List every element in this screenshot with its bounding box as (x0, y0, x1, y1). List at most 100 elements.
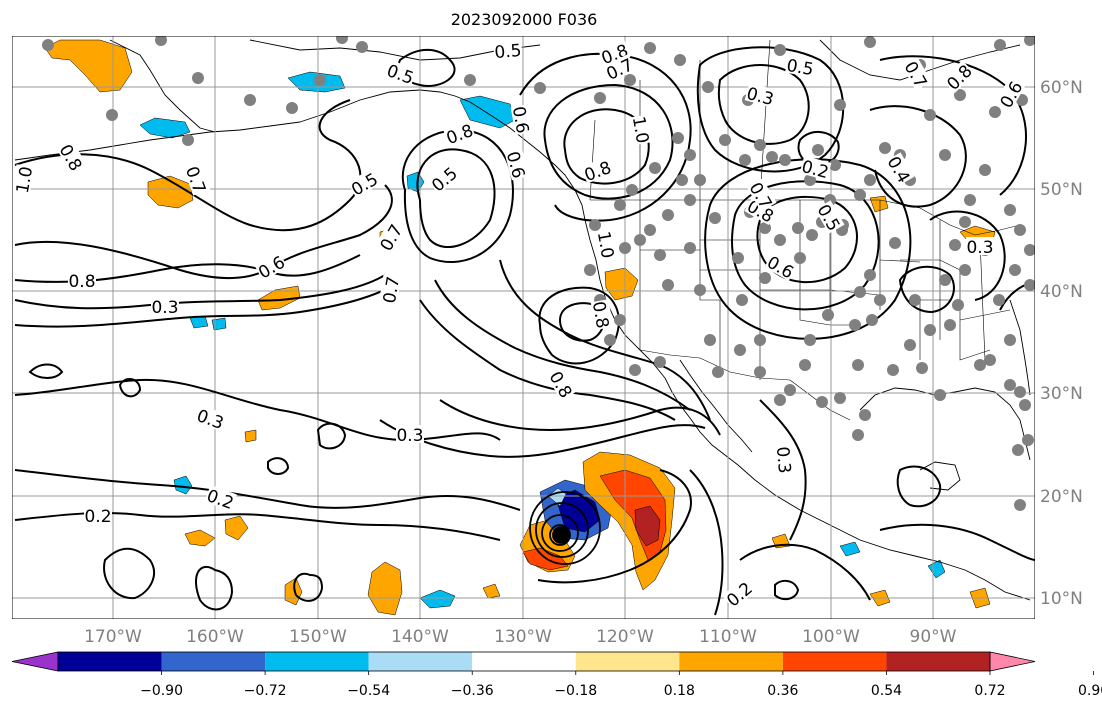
station-dot (649, 162, 661, 174)
colorbar-tick-label: 0.18 (664, 683, 695, 699)
longitude-label: 120°W (596, 627, 654, 647)
contour-label-bg (764, 251, 798, 282)
colorbar-segment (161, 652, 266, 671)
contour-label-bg (204, 484, 237, 512)
station-dot (804, 174, 816, 186)
station-dot (822, 309, 834, 321)
coast-gulf-mexico (859, 387, 1031, 461)
station-dot (594, 92, 606, 104)
colorbar-segment (782, 652, 887, 671)
contour-line (759, 399, 807, 541)
station-dot (792, 222, 804, 234)
contour-label-bg (995, 77, 1026, 111)
station-dot (754, 366, 766, 378)
station-dot (654, 249, 666, 261)
station-dot (1024, 36, 1035, 46)
contour-label-bg (581, 156, 614, 184)
latitude-label: 40°N (1040, 282, 1083, 302)
contour-label-bg (183, 163, 211, 196)
colorbar-segment (886, 652, 990, 671)
station-dot (829, 159, 841, 171)
station-dot (864, 174, 876, 186)
contour-value-label: 0.5 (785, 54, 816, 80)
station-dot (816, 396, 828, 408)
contour-label-bg (194, 404, 227, 432)
station-dot (736, 294, 748, 306)
contour-label-bg (630, 114, 654, 146)
longitude-label: 90°W (910, 627, 957, 647)
coast-gulf-california (679, 359, 753, 453)
coast-mexico-west (737, 464, 1031, 601)
station-dot (887, 364, 899, 376)
colorbar-tick-label: −0.72 (244, 683, 287, 699)
station-dot (464, 74, 476, 86)
colorbar-tick-label: −0.90 (140, 683, 183, 699)
shade-blue-mid4 (211, 317, 227, 331)
station-dot (974, 359, 986, 371)
station-dot (759, 272, 771, 284)
contour-label-bg (396, 425, 424, 443)
cyclone-contours (529, 491, 601, 565)
station-dot (989, 106, 1001, 118)
contour-label-text: 0.5 (494, 41, 523, 63)
station-dot (286, 102, 298, 114)
contour-label-text: 0.3 (151, 298, 178, 318)
contour-label-bg (966, 237, 994, 255)
contour-line (419, 299, 676, 421)
longitude-label: 110°W (699, 627, 757, 647)
contour-line (704, 158, 912, 340)
contour-label-bg (347, 168, 381, 199)
station-dot (676, 174, 688, 186)
station-dot (852, 359, 864, 371)
station-dot (644, 42, 656, 54)
station-dot (806, 229, 818, 241)
colorbar-tick-label: 0.90 (1078, 683, 1102, 699)
longitude-label: 130°W (494, 627, 552, 647)
contour-line (689, 469, 724, 616)
contour-label-bg (746, 178, 777, 212)
contour-line (519, 52, 692, 222)
station-dot (834, 392, 846, 404)
colorbar-extend-max (989, 651, 1036, 672)
station-dot (964, 194, 976, 206)
station-dot (314, 74, 326, 86)
station-dot (739, 154, 751, 166)
shade-blue-hawaii (173, 475, 193, 495)
contour-label-text: 0.5 (785, 56, 815, 80)
contour-line (896, 465, 942, 508)
contour-line (103, 547, 155, 600)
station-dot (954, 89, 966, 101)
station-dot (654, 356, 666, 368)
coastline-layer (14, 39, 1031, 601)
contour-label-text: 0.7 (380, 275, 404, 305)
station-dot (859, 409, 871, 421)
contour-line (731, 180, 880, 311)
station-dot (774, 44, 786, 56)
contour-label-bg (504, 148, 530, 181)
figure-title: 2023092000 F036 (451, 10, 598, 29)
station-dot (759, 222, 771, 234)
contour-line (543, 83, 674, 200)
station-dot (694, 284, 706, 296)
station-dot (834, 99, 846, 111)
station-dot (1012, 444, 1024, 456)
station-dot (106, 109, 118, 121)
station-dot (993, 294, 1005, 306)
station-dot (624, 74, 636, 86)
station-dot (604, 334, 616, 346)
contour-line (869, 105, 967, 208)
colorbar-tick-label: −0.36 (451, 683, 494, 699)
contour-label-text: 0.8 (68, 272, 95, 292)
station-dot (1014, 386, 1026, 398)
contour-label-bg (68, 271, 96, 289)
longitude-label: 150°W (289, 627, 347, 647)
contour-label-bg (84, 506, 112, 524)
station-dot (684, 149, 696, 161)
graticule (12, 36, 1035, 619)
contour-label-bg (901, 57, 932, 91)
contour-label-bg (56, 140, 87, 174)
cyclone-ring (549, 524, 571, 546)
contour-line (416, 148, 496, 249)
contour-line (118, 378, 142, 398)
